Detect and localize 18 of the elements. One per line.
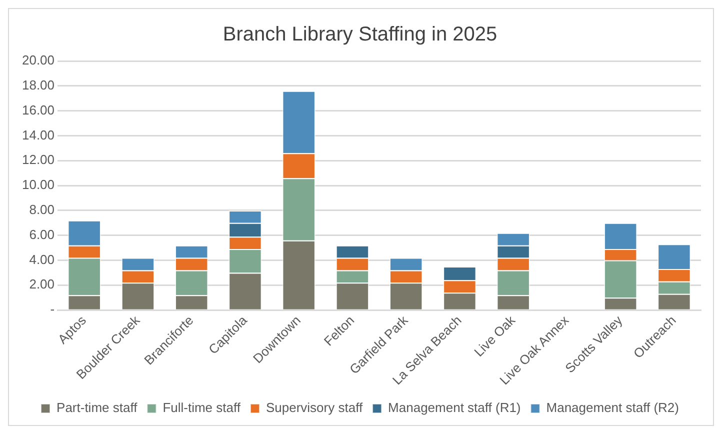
y-tick-label: 6.00 xyxy=(29,226,55,242)
y-tick-label: 18.00 xyxy=(22,77,55,92)
legend-label: Full-time staff xyxy=(162,400,241,416)
y-tick-label: 4.00 xyxy=(29,252,55,267)
y-tick-label: 12.00 xyxy=(22,152,55,168)
y-tick-label: 16.00 xyxy=(22,102,55,118)
y-tick-label: 2.00 xyxy=(29,276,55,292)
chart-title: Branch Library Staffing in 2025 xyxy=(222,24,498,46)
y-tick-label: 14.00 xyxy=(22,127,55,142)
y-tick-label: 10.00 xyxy=(22,177,55,192)
legend-label: Management staff (R2) xyxy=(546,400,679,416)
legend-label: Supervisory staff xyxy=(266,400,363,416)
y-tick-label: 8.00 xyxy=(29,202,55,218)
x-tick-label: Live Oak xyxy=(471,312,518,360)
legend-label: Part-time staff xyxy=(56,400,138,416)
y-tick-label: 20.00 xyxy=(22,52,55,68)
y-tick-label: - xyxy=(50,302,55,317)
legend-label: Management staff (R1) xyxy=(388,400,521,416)
